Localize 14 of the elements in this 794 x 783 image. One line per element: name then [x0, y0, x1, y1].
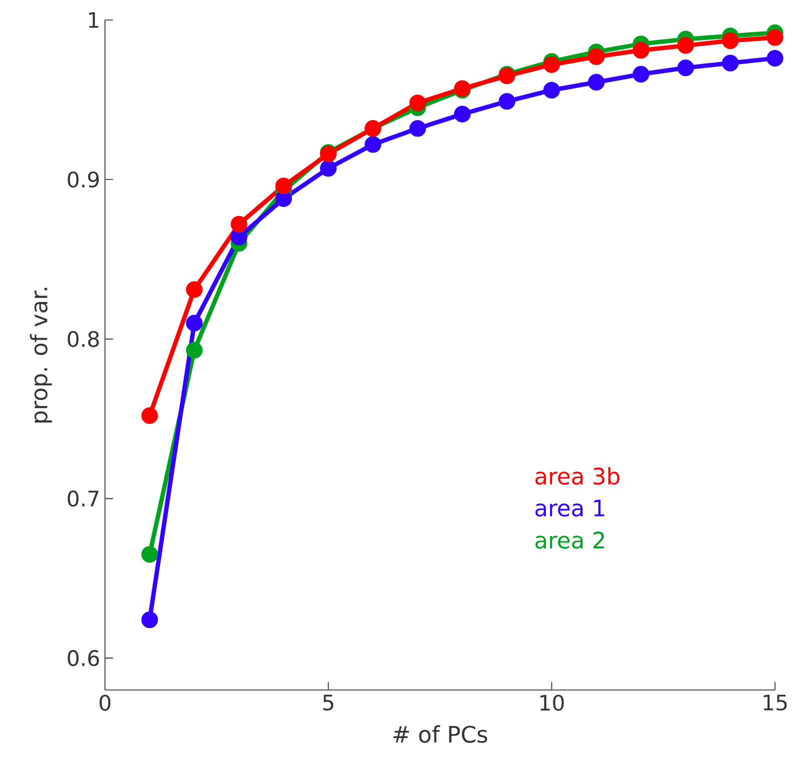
- x-axis-title: # of PCs: [393, 725, 488, 743]
- x-tick-label: 0: [100, 694, 110, 711]
- x-tick-label: 15: [764, 694, 787, 711]
- x-tick-label: 10: [540, 694, 564, 711]
- y-tick-label: 1: [89, 12, 98, 28]
- y-tick-label: 0.6: [68, 650, 99, 666]
- text: area 1: [535, 500, 604, 517]
- text: area 2: [535, 532, 604, 549]
- y-tick-label: 0.7: [68, 490, 98, 507]
- x-tick-label: 5: [323, 694, 334, 711]
- y-axis-title: prop. of var.: [30, 288, 52, 422]
- y-tick-label: 0.8: [68, 330, 99, 348]
- text: area 3b: [535, 467, 620, 485]
- y-tick-label: 0.9: [68, 171, 99, 188]
